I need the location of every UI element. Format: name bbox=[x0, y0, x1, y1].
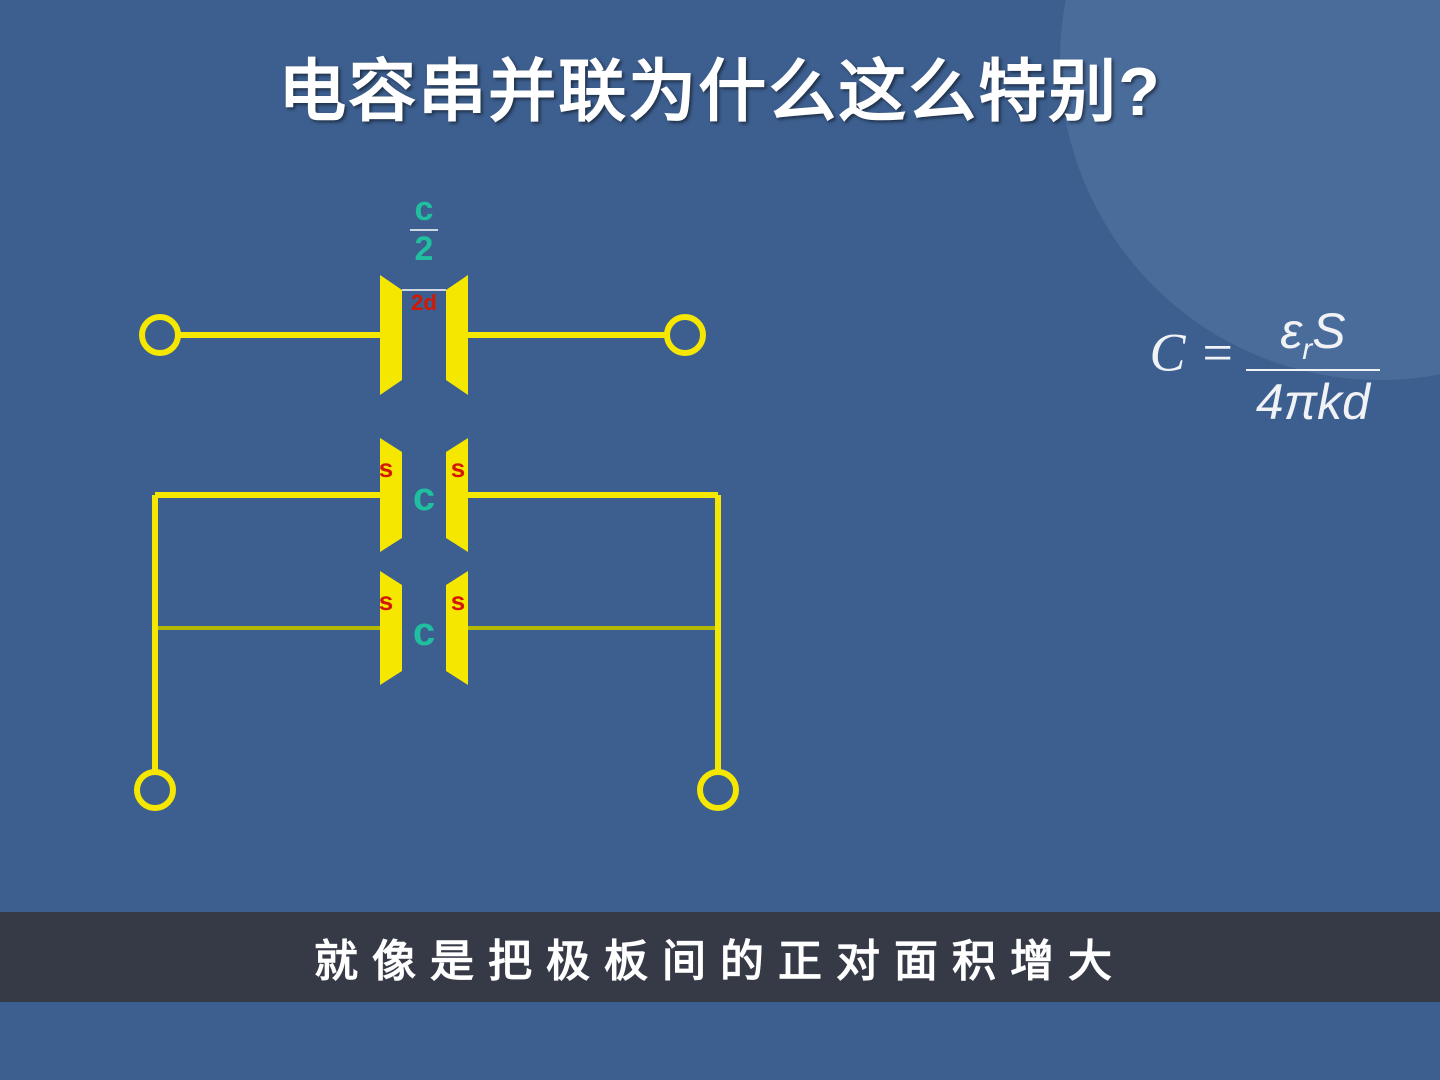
circuit-diagram: c 2 2d s c s s c s bbox=[100, 190, 800, 890]
subtitle-text: 就像是把极板间的正对面积增大 bbox=[314, 925, 1126, 989]
series-left-terminal bbox=[142, 317, 178, 353]
par-bot-c: c bbox=[413, 610, 435, 654]
series-plate-left bbox=[380, 275, 402, 395]
series-right-terminal bbox=[667, 317, 703, 353]
par-top-s-right: s bbox=[451, 453, 465, 483]
par-right-terminal bbox=[700, 772, 736, 808]
par-top-s-left: s bbox=[379, 453, 393, 483]
capacitance-formula: C = εrS 4πkd bbox=[1149, 300, 1380, 433]
par-bot-s-right: s bbox=[451, 586, 465, 616]
par-left-terminal bbox=[137, 772, 173, 808]
formula-eps: ε bbox=[1280, 303, 1302, 359]
subtitle-bar: 就像是把极板间的正对面积增大 bbox=[0, 912, 1440, 1002]
formula-denominator: 4πkd bbox=[1246, 371, 1380, 433]
formula-lhs: C = bbox=[1149, 323, 1235, 383]
series-label-2: 2 bbox=[415, 230, 434, 268]
page-title: 电容串并联为什么这么特别? bbox=[0, 36, 1440, 135]
series-label-2d: 2d bbox=[411, 290, 437, 315]
formula-sub: r bbox=[1302, 333, 1312, 366]
par-top-c: c bbox=[413, 475, 435, 519]
formula-S: S bbox=[1312, 303, 1345, 359]
series-plate-right bbox=[446, 275, 468, 395]
series-label-c: c bbox=[415, 190, 434, 228]
par-bot-s-left: s bbox=[379, 586, 393, 616]
